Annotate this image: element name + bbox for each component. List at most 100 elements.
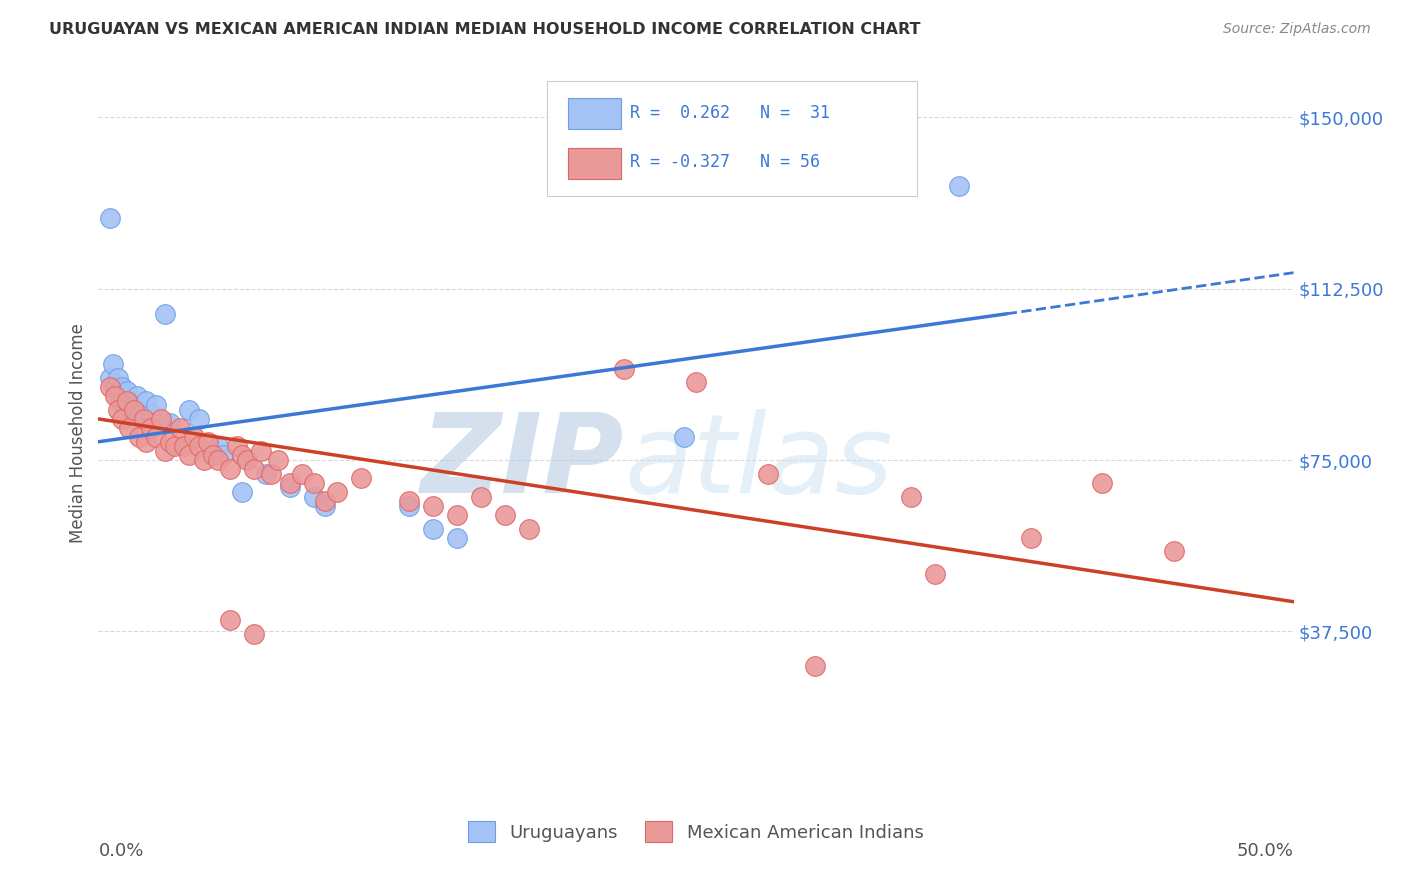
Text: ZIP: ZIP (420, 409, 624, 516)
Point (128, 430, 150, 444)
Point (326, 485, 349, 500)
Point (149, 412, 172, 426)
Point (756, 467, 779, 481)
Point (125, 389, 148, 403)
Point (111, 380, 134, 394)
Point (197, 434, 219, 449)
Point (243, 626, 266, 640)
FancyBboxPatch shape (568, 147, 620, 178)
Point (135, 393, 157, 408)
Point (114, 398, 136, 412)
Point (350, 471, 373, 485)
Point (673, 430, 696, 444)
Point (207, 453, 229, 467)
Point (948, 178, 970, 193)
Point (219, 613, 242, 627)
Point (231, 485, 253, 500)
Point (155, 443, 177, 458)
Point (139, 408, 162, 422)
FancyBboxPatch shape (568, 98, 620, 129)
Point (159, 417, 181, 431)
Point (291, 467, 314, 481)
Text: 0.0%: 0.0% (98, 842, 143, 860)
Point (187, 439, 209, 453)
Point (211, 449, 233, 463)
Point (179, 449, 201, 463)
Point (398, 499, 420, 513)
Text: R = -0.327   N = 56: R = -0.327 N = 56 (630, 153, 820, 171)
Point (278, 475, 301, 490)
Point (101, 357, 124, 371)
Point (422, 522, 444, 536)
Text: R =  0.262   N =  31: R = 0.262 N = 31 (630, 103, 830, 122)
Point (685, 376, 707, 390)
Point (1019, 531, 1042, 545)
Point (302, 490, 325, 504)
Point (446, 508, 468, 522)
Point (132, 412, 155, 426)
Point (183, 430, 205, 444)
Point (131, 408, 153, 422)
Text: URUGUAYAN VS MEXICAN AMERICAN INDIAN MEDIAN HOUSEHOLD INCOME CORRELATION CHART: URUGUAYAN VS MEXICAN AMERICAN INDIAN MED… (49, 22, 921, 37)
Point (187, 412, 209, 426)
Point (804, 658, 827, 673)
Point (267, 453, 290, 467)
Point (302, 475, 325, 490)
Point (243, 462, 266, 476)
Point (107, 371, 129, 385)
Point (135, 434, 157, 449)
Point (104, 380, 127, 394)
Point (613, 361, 636, 376)
Point (139, 421, 162, 435)
Point (173, 439, 195, 453)
Point (202, 449, 225, 463)
Point (115, 384, 138, 399)
Point (145, 430, 167, 444)
Point (1163, 544, 1185, 558)
Point (1091, 475, 1114, 490)
Point (254, 467, 277, 481)
Point (104, 389, 127, 403)
Point (179, 402, 201, 417)
Point (219, 462, 242, 476)
Point (98, 371, 122, 385)
Point (118, 421, 141, 435)
Point (226, 439, 249, 453)
Point (155, 307, 177, 321)
Point (517, 522, 540, 536)
Point (98, 211, 122, 225)
Point (111, 412, 134, 426)
Point (250, 443, 273, 458)
Point (900, 490, 922, 504)
Point (98, 380, 122, 394)
Point (315, 494, 337, 508)
FancyBboxPatch shape (547, 81, 917, 195)
Point (398, 494, 420, 508)
Point (124, 402, 146, 417)
Point (235, 453, 257, 467)
Point (159, 434, 181, 449)
Text: Source: ZipAtlas.com: Source: ZipAtlas.com (1223, 22, 1371, 37)
Point (163, 439, 186, 453)
Y-axis label: Median Household Income: Median Household Income (69, 323, 87, 542)
Point (121, 402, 143, 417)
Point (231, 449, 253, 463)
Point (115, 393, 138, 408)
Point (207, 439, 229, 453)
Point (169, 421, 191, 435)
Text: 50.0%: 50.0% (1237, 842, 1294, 860)
Point (924, 567, 946, 582)
Text: atlas: atlas (624, 409, 893, 516)
Point (278, 480, 301, 494)
Point (315, 499, 337, 513)
Point (107, 402, 129, 417)
Point (446, 531, 468, 545)
Point (470, 490, 492, 504)
Point (108, 393, 131, 408)
Legend: Uruguayans, Mexican American Indians: Uruguayans, Mexican American Indians (461, 814, 931, 849)
Point (259, 467, 281, 481)
Point (145, 398, 167, 412)
Point (422, 499, 444, 513)
Point (193, 453, 215, 467)
Point (494, 508, 516, 522)
